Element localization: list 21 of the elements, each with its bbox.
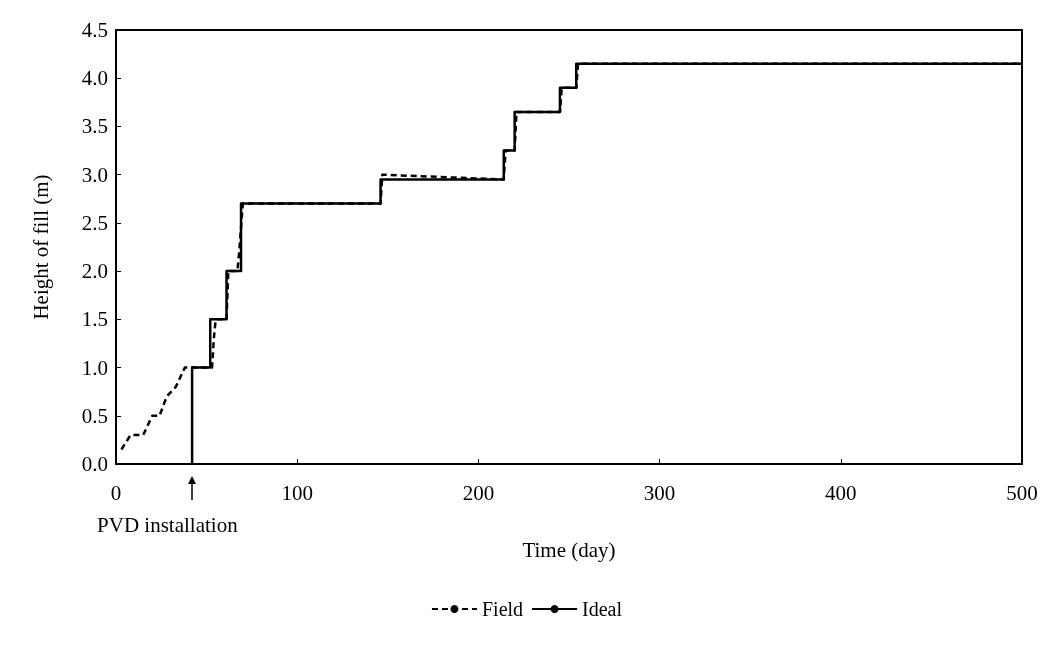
x-tick-label: 400 [825, 480, 857, 505]
x-tick-label: 300 [643, 480, 676, 505]
y-tick-label: 3.5 [81, 114, 108, 139]
y-tick-label: 2.0 [81, 259, 108, 284]
y-tick-label: 1.5 [81, 307, 108, 332]
x-tick-label: 200 [462, 480, 495, 505]
y-tick-label: 2.5 [81, 210, 108, 235]
y-axis-title: Height of fill (m) [28, 174, 53, 320]
x-axis-title: Time (day) [522, 537, 616, 562]
annotation: PVD installation [97, 512, 239, 537]
y-tick-label: 4.0 [81, 66, 108, 91]
legend-label: Ideal [582, 598, 623, 620]
legend-label: Field [481, 598, 524, 620]
y-tick-label: 0.0 [81, 452, 108, 476]
x-tick-label: 0 [110, 480, 122, 505]
x-tick-label: 500 [1006, 480, 1038, 505]
y-tick-label: 4.5 [81, 18, 108, 42]
x-tick-label: 100 [281, 480, 313, 505]
y-tick-label: 3.0 [81, 162, 108, 187]
y-tick-label: 0.5 [81, 403, 108, 428]
y-tick-label: 1.0 [81, 355, 108, 380]
